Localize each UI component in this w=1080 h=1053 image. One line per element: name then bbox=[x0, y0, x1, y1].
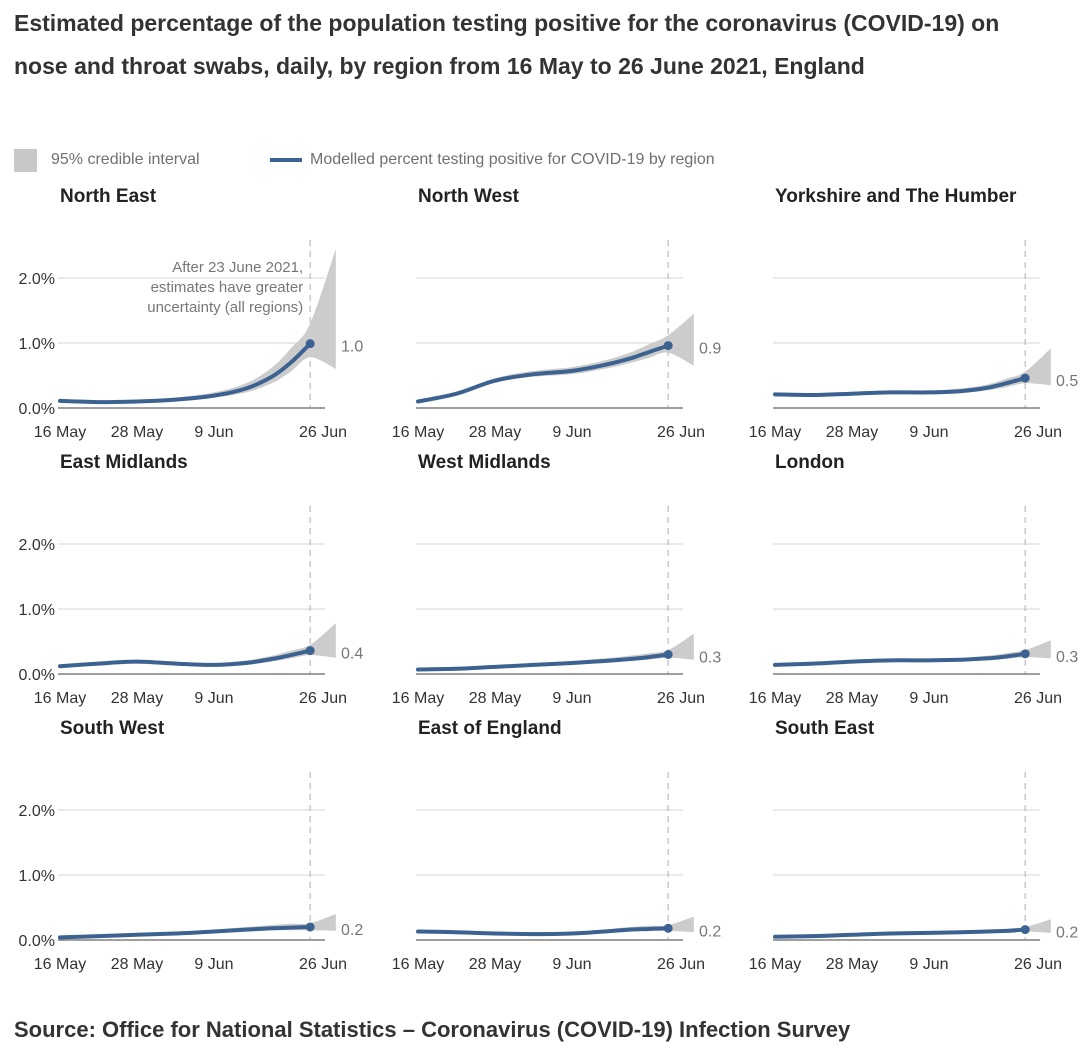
x-tick-label-east-midlands-3: 26 Jun bbox=[299, 690, 347, 707]
x-tick-label-yorkshire-and-the-humber-0: 16 May bbox=[749, 424, 801, 441]
panel-title-east-of-england: East of England bbox=[418, 718, 562, 739]
x-tick-label-north-west-3: 26 Jun bbox=[657, 424, 705, 441]
legend-label-line: Modelled percent testing positive for CO… bbox=[310, 151, 715, 168]
x-tick-label-london-3: 26 Jun bbox=[1014, 690, 1062, 707]
x-tick-label-west-midlands-3: 26 Jun bbox=[657, 690, 705, 707]
chart-title: Estimated percentage of the population t… bbox=[14, 10, 1000, 79]
y-tick-label-east-midlands-2: 2.0% bbox=[19, 537, 55, 554]
credible-band-north-west bbox=[418, 313, 694, 403]
end-value-label-london: 0.3 bbox=[1056, 649, 1078, 666]
end-point-east-midlands bbox=[305, 646, 315, 656]
end-point-yorkshire-and-the-humber bbox=[1020, 373, 1030, 383]
x-tick-label-south-east-0: 16 May bbox=[749, 956, 801, 973]
small-multiples-chart: North East 0.0% 1.0% 2.0% 16 May 28 May 9 Jun 2… bbox=[19, 186, 1079, 973]
annotation-line-1: estimates have greater bbox=[151, 279, 304, 296]
end-value-label-east-midlands: 0.4 bbox=[341, 646, 363, 663]
y-tick-label-east-midlands-1: 1.0% bbox=[19, 602, 55, 619]
y-tick-label-north-east-2: 2.0% bbox=[19, 271, 55, 288]
panel-title-yorkshire-and-the-humber: Yorkshire and The Humber bbox=[775, 186, 1017, 207]
end-value-label-yorkshire-and-the-humber: 0.5 bbox=[1056, 373, 1078, 390]
end-value-label-north-west: 0.9 bbox=[699, 341, 721, 358]
series-line-south-east bbox=[773, 927, 1028, 939]
legend: 95% credible interval Modelled percent t… bbox=[14, 146, 1014, 174]
x-tick-label-london-1: 28 May bbox=[826, 690, 878, 707]
series-line-yorkshire-and-the-humber bbox=[773, 376, 1028, 398]
series-line-north-west bbox=[416, 343, 671, 404]
x-tick-label-east-midlands-2: 9 Jun bbox=[194, 690, 233, 707]
series-line-east-of-england bbox=[416, 926, 671, 937]
annotation-line-2: uncertainty (all regions) bbox=[147, 299, 303, 316]
credible-band-east-midlands bbox=[60, 623, 336, 668]
x-tick-label-london-0: 16 May bbox=[749, 690, 801, 707]
panel-title-north-east: North East bbox=[60, 186, 157, 207]
series-line-london bbox=[773, 651, 1028, 667]
x-tick-label-east-midlands-1: 28 May bbox=[111, 690, 163, 707]
x-tick-label-south-west-0: 16 May bbox=[34, 956, 86, 973]
x-tick-label-north-west-2: 9 Jun bbox=[552, 424, 591, 441]
panel-title-north-west: North West bbox=[418, 186, 520, 207]
panel-title-south-west: South West bbox=[60, 718, 165, 739]
end-point-east-of-england bbox=[663, 923, 673, 933]
x-tick-label-west-midlands-2: 9 Jun bbox=[552, 690, 591, 707]
panel-title-south-east: South East bbox=[775, 718, 875, 739]
panel-title-london: London bbox=[775, 452, 845, 473]
legend-swatch-line bbox=[270, 158, 302, 162]
x-tick-label-west-midlands-1: 28 May bbox=[469, 690, 521, 707]
y-tick-label-south-west-0: 0.0% bbox=[19, 933, 55, 950]
x-tick-label-north-east-0: 16 May bbox=[34, 424, 86, 441]
end-point-london bbox=[1020, 649, 1030, 659]
x-tick-label-london-2: 9 Jun bbox=[909, 690, 948, 707]
end-value-label-south-west: 0.2 bbox=[341, 922, 363, 939]
x-tick-label-east-of-england-3: 26 Jun bbox=[657, 956, 705, 973]
x-tick-label-north-west-0: 16 May bbox=[392, 424, 444, 441]
y-tick-label-north-east-0: 0.0% bbox=[19, 401, 55, 418]
x-tick-label-east-midlands-0: 16 May bbox=[34, 690, 86, 707]
x-tick-label-north-east-2: 9 Jun bbox=[194, 424, 233, 441]
x-tick-label-south-west-1: 28 May bbox=[111, 956, 163, 973]
x-tick-label-north-west-1: 28 May bbox=[469, 424, 521, 441]
legend-swatch-interval bbox=[14, 148, 37, 172]
end-value-label-north-east: 1.0 bbox=[341, 339, 363, 356]
series-line-north-east bbox=[58, 341, 313, 405]
end-point-west-midlands bbox=[663, 650, 673, 659]
end-value-label-east-of-england: 0.2 bbox=[699, 923, 721, 940]
series-line-west-midlands bbox=[416, 652, 671, 672]
end-point-north-east bbox=[305, 339, 315, 349]
x-tick-label-south-west-2: 9 Jun bbox=[194, 956, 233, 973]
legend-item-line: Modelled percent testing positive for CO… bbox=[270, 146, 715, 174]
series-line-south-west bbox=[58, 925, 313, 940]
x-tick-label-west-midlands-0: 16 May bbox=[392, 690, 444, 707]
x-tick-label-yorkshire-and-the-humber-3: 26 Jun bbox=[1014, 424, 1062, 441]
x-tick-label-east-of-england-2: 9 Jun bbox=[552, 956, 591, 973]
x-tick-label-east-of-england-0: 16 May bbox=[392, 956, 444, 973]
source-note: Source: Office for National Statistics –… bbox=[14, 1017, 851, 1042]
end-point-north-west bbox=[663, 341, 673, 351]
end-value-label-south-east: 0.2 bbox=[1056, 925, 1078, 942]
legend-item-interval: 95% credible interval bbox=[14, 146, 200, 174]
panel-title-east-midlands: East Midlands bbox=[60, 452, 188, 473]
x-tick-label-yorkshire-and-the-humber-2: 9 Jun bbox=[909, 424, 948, 441]
x-tick-label-east-of-england-1: 28 May bbox=[469, 956, 521, 973]
x-tick-label-south-east-3: 26 Jun bbox=[1014, 956, 1062, 973]
panel-title-west-midlands: West Midlands bbox=[418, 452, 551, 473]
credible-band-yorkshire-and-the-humber bbox=[775, 348, 1051, 397]
y-tick-label-east-midlands-0: 0.0% bbox=[19, 667, 55, 684]
end-point-south-east bbox=[1020, 925, 1030, 935]
x-tick-label-south-west-3: 26 Jun bbox=[299, 956, 347, 973]
series-line-east-midlands bbox=[58, 648, 313, 669]
x-tick-label-south-east-2: 9 Jun bbox=[909, 956, 948, 973]
x-tick-label-north-east-1: 28 May bbox=[111, 424, 163, 441]
end-point-south-west bbox=[305, 922, 315, 932]
x-tick-label-south-east-1: 28 May bbox=[826, 956, 878, 973]
y-tick-label-south-west-1: 1.0% bbox=[19, 868, 55, 885]
x-tick-label-yorkshire-and-the-humber-1: 28 May bbox=[826, 424, 878, 441]
legend-label-interval: 95% credible interval bbox=[51, 151, 200, 168]
y-tick-label-north-east-1: 1.0% bbox=[19, 336, 55, 353]
x-tick-label-north-east-3: 26 Jun bbox=[299, 424, 347, 441]
annotation-line-0: After 23 June 2021, bbox=[172, 259, 303, 276]
end-value-label-west-midlands: 0.3 bbox=[699, 650, 721, 667]
y-tick-label-south-west-2: 2.0% bbox=[19, 803, 55, 820]
